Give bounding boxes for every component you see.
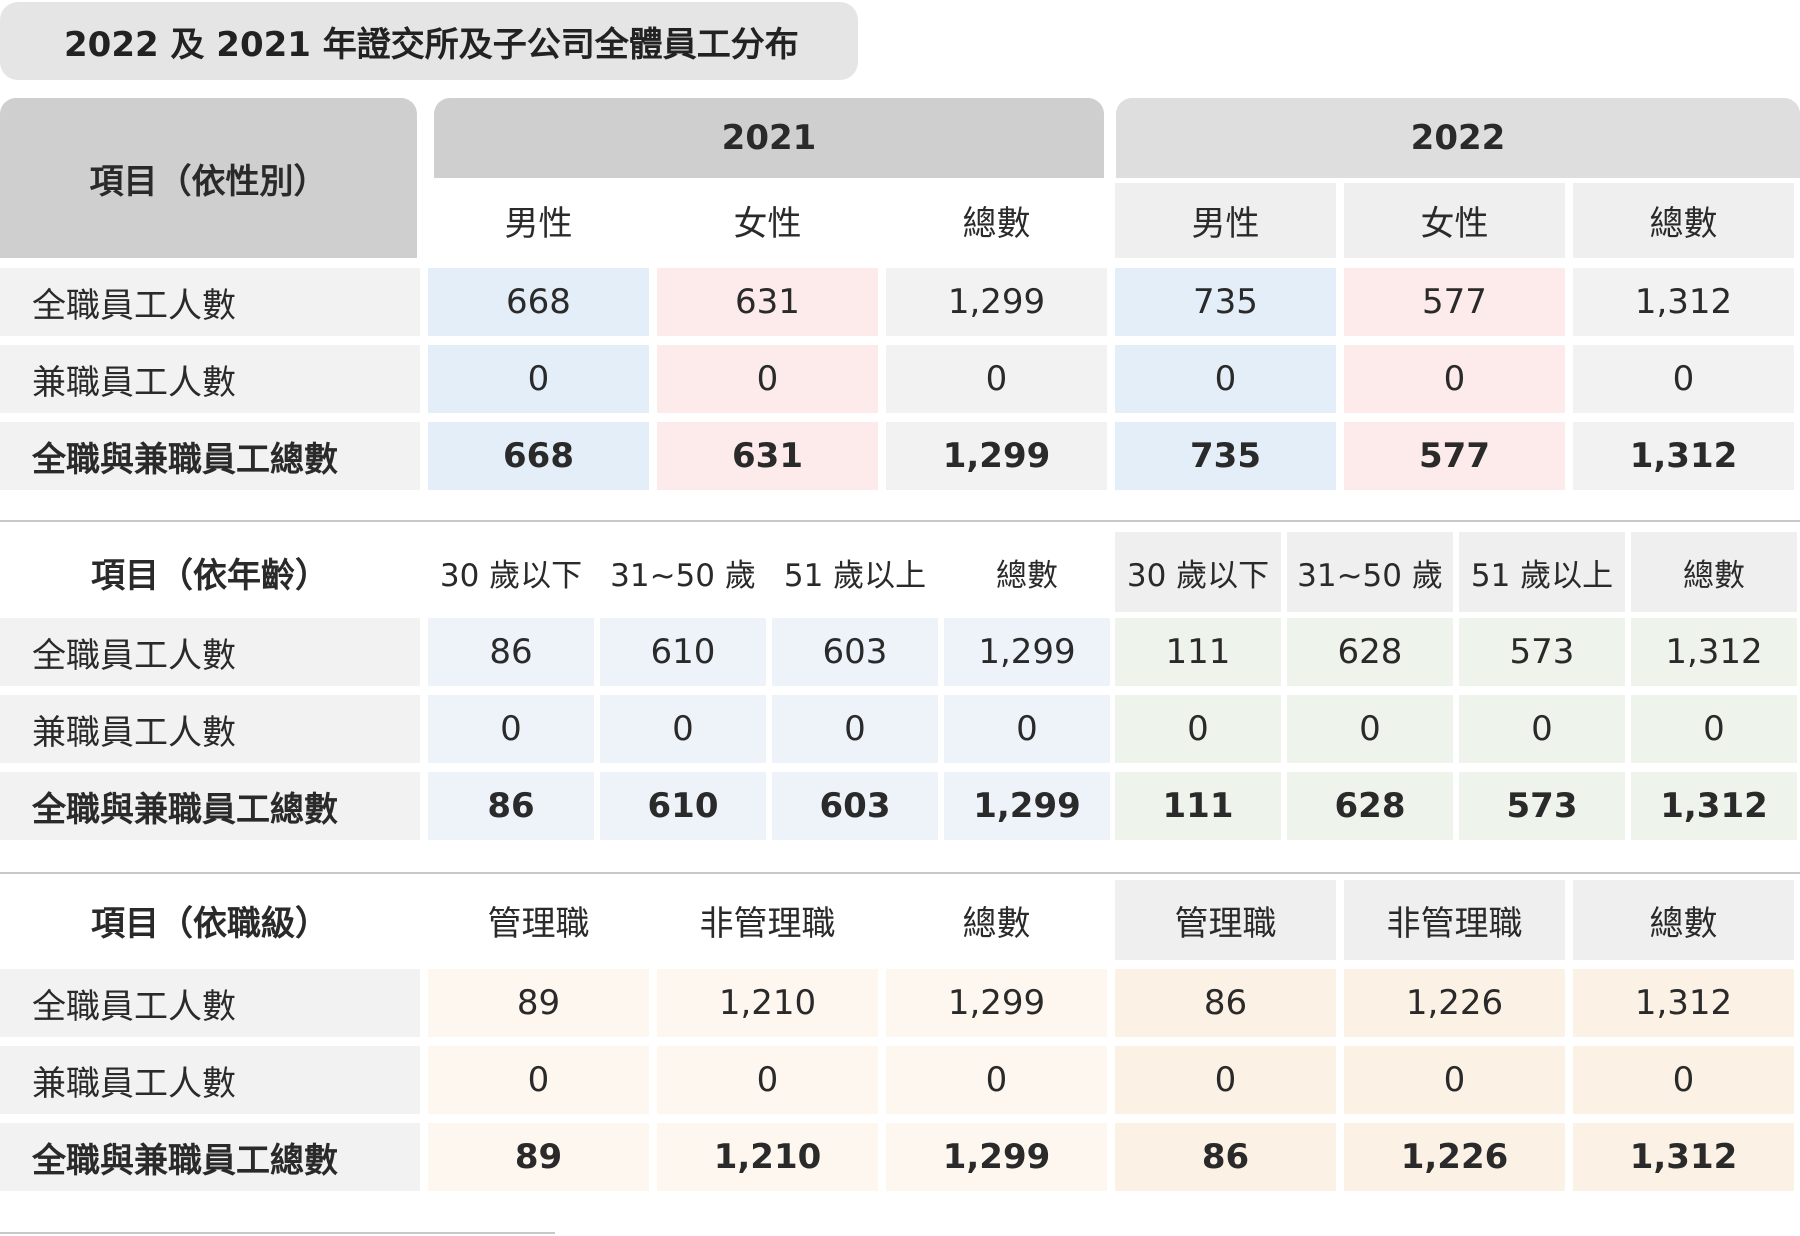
age-cell: 1,312 [1631,618,1797,686]
rank-cell: 1,210 [657,1123,878,1191]
rank-row-label: 全職員工人數 [0,969,420,1037]
footnote-rule [0,1232,555,1234]
age-header: 項目（依年齡） [91,555,329,596]
rank-cell: 0 [428,1046,649,1114]
rank-cell: 1,210 [657,969,878,1037]
gender-cell: 0 [886,345,1107,413]
gender-cell: 1,312 [1573,422,1794,490]
gender-col-header: 女性 [733,204,802,244]
rank-cell: 89 [428,969,649,1037]
gender-col-header: 總數 [962,204,1031,244]
age-cell: 86 [428,772,594,840]
age-col-header: 51 歲以上 [1459,532,1625,612]
age-col-header: 31~50 歲 [1287,532,1453,612]
age-cell: 1,312 [1631,772,1797,840]
rank-col-header: 管理職 [487,903,590,944]
rank-col-header: 總數 [1573,880,1794,960]
gender-cell: 0 [1573,345,1794,413]
age-cell: 111 [1115,618,1281,686]
gender-cell: 0 [1344,345,1565,413]
age-cell: 610 [600,772,766,840]
age-cell: 0 [1115,695,1281,763]
gender-cell: 735 [1115,268,1336,336]
page-title: 2022 及 2021 年證交所及子公司全體員工分布 [0,2,858,80]
age-cell: 0 [1459,695,1625,763]
gender-cell: 1,299 [886,422,1107,490]
rank-cell: 1,312 [1573,969,1794,1037]
gender-row-label: 兼職員工人數 [0,345,420,413]
gender-cell: 631 [657,422,878,490]
rank-col-header: 總數 [962,903,1031,944]
age-cell: 573 [1459,618,1625,686]
gender-cell: 0 [657,345,878,413]
age-cell: 1,299 [944,618,1110,686]
age-col-header: 總數 [1631,532,1797,612]
age-cell: 1,299 [944,772,1110,840]
gender-cell: 1,312 [1573,268,1794,336]
rank-cell: 86 [1115,1123,1336,1191]
rank-cell: 0 [1344,1046,1565,1114]
gender-col-header: 男性 [504,204,573,244]
gender-cell: 631 [657,268,878,336]
age-col-header: 總數 [996,557,1058,594]
age-col-header: 31~50 歲 [610,557,756,594]
age-col-header: 30 歲以下 [439,557,583,594]
rank-cell: 1,299 [886,1123,1107,1191]
age-cell: 0 [944,695,1110,763]
age-col-header: 30 歲以下 [1115,532,1281,612]
gender-cell: 735 [1115,422,1336,490]
gender-cell: 668 [428,268,649,336]
age-cell: 603 [772,618,938,686]
gender-header: 項目（依性別） [0,98,417,258]
year-2021-header: 2021 [434,98,1104,178]
gender-cell: 668 [428,422,649,490]
gender-col-header: 女性 [1344,183,1565,258]
rank-col-header: 非管理職 [1344,880,1565,960]
age-cell: 610 [600,618,766,686]
rank-cell: 0 [886,1046,1107,1114]
rank-cell: 0 [1573,1046,1794,1114]
rank-col-header: 非管理職 [699,903,836,944]
section-divider [0,872,1800,874]
rank-row-label: 兼職員工人數 [0,1046,420,1114]
rank-cell: 0 [657,1046,878,1114]
age-cell: 0 [428,695,594,763]
year-2022-header: 2022 [1116,98,1800,178]
age-col-header: 51 歲以上 [783,557,927,594]
gender-cell: 0 [428,345,649,413]
rank-cell: 0 [1115,1046,1336,1114]
age-row-label: 全職與兼職員工總數 [0,772,420,840]
section-divider [0,520,1800,522]
rank-row-label: 全職與兼職員工總數 [0,1123,420,1191]
age-cell: 628 [1287,618,1453,686]
gender-col-header: 男性 [1115,183,1336,258]
age-cell: 0 [1287,695,1453,763]
gender-cell: 1,299 [886,268,1107,336]
gender-cell: 577 [1344,422,1565,490]
age-cell: 86 [428,618,594,686]
age-row-label: 兼職員工人數 [0,695,420,763]
gender-row-label: 全職與兼職員工總數 [0,422,420,490]
gender-col-header: 總數 [1573,183,1794,258]
rank-cell: 89 [428,1123,649,1191]
age-cell: 628 [1287,772,1453,840]
age-cell: 573 [1459,772,1625,840]
gender-cell: 0 [1115,345,1336,413]
gender-cell: 577 [1344,268,1565,336]
rank-cell: 1,226 [1344,969,1565,1037]
age-cell: 0 [600,695,766,763]
rank-col-header: 管理職 [1115,880,1336,960]
gender-row-label: 全職員工人數 [0,268,420,336]
age-cell: 0 [772,695,938,763]
rank-cell: 1,312 [1573,1123,1794,1191]
age-cell: 603 [772,772,938,840]
rank-cell: 86 [1115,969,1336,1037]
rank-cell: 1,226 [1344,1123,1565,1191]
age-row-label: 全職員工人數 [0,618,420,686]
rank-header: 項目（依職級） [91,903,329,944]
age-cell: 111 [1115,772,1281,840]
age-cell: 0 [1631,695,1797,763]
rank-cell: 1,299 [886,969,1107,1037]
